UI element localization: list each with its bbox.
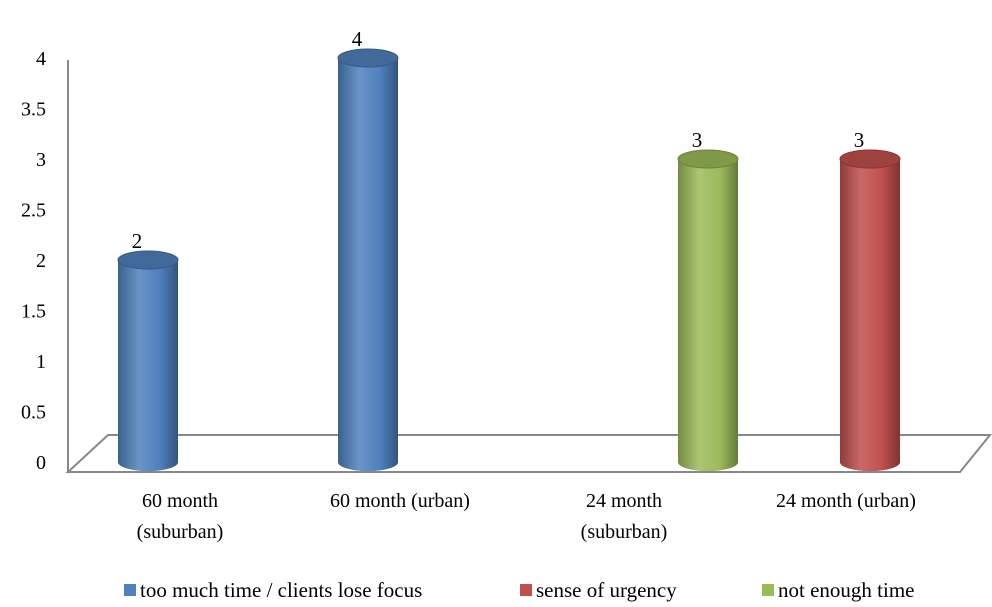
legend-swatch xyxy=(520,584,532,596)
y-tick-label: 1 xyxy=(36,351,46,373)
chart-floor xyxy=(65,434,992,473)
category-label: (suburban) xyxy=(137,521,224,543)
y-tick-label: 2 xyxy=(36,250,46,272)
legend-label: sense of urgency xyxy=(536,578,677,602)
legend: too much time / clients lose focus sense … xyxy=(124,578,914,602)
category-labels: 60 month (suburban) 60 month (urban) 24 mon… xyxy=(137,490,916,543)
category-label: 60 month (urban) xyxy=(330,490,470,512)
legend-swatch xyxy=(124,584,136,596)
data-label: 3 xyxy=(854,128,865,152)
floor-plane xyxy=(65,434,992,473)
bar xyxy=(839,149,901,471)
category-label: (suburban) xyxy=(581,521,668,543)
legend-swatch xyxy=(762,584,774,596)
bars xyxy=(117,48,901,471)
category-label: 24 month xyxy=(586,490,662,512)
legend-label: too much time / clients lose focus xyxy=(140,578,422,602)
y-tick-label: 4 xyxy=(36,48,46,70)
legend-label: not enough time xyxy=(778,578,914,602)
data-labels: 2 4 3 3 xyxy=(132,27,865,253)
y-tick-label: 3.5 xyxy=(21,99,46,121)
y-tick-label: 1.5 xyxy=(21,301,46,323)
y-tick-label: 0.5 xyxy=(21,402,46,424)
data-label: 2 xyxy=(132,229,143,253)
bar xyxy=(117,250,179,471)
category-label: 60 month xyxy=(142,490,218,512)
bar xyxy=(677,149,739,471)
y-tick-label: 2.5 xyxy=(21,200,46,222)
y-axis: 0 0.5 1 1.5 2 2.5 3 3.5 4 xyxy=(21,48,69,474)
y-tick-label: 0 xyxy=(36,452,46,474)
data-label: 4 xyxy=(352,27,363,51)
y-tick-label: 3 xyxy=(36,149,46,171)
bar xyxy=(337,48,399,471)
category-label: 24 month (urban) xyxy=(776,490,916,512)
data-label: 3 xyxy=(692,128,703,152)
